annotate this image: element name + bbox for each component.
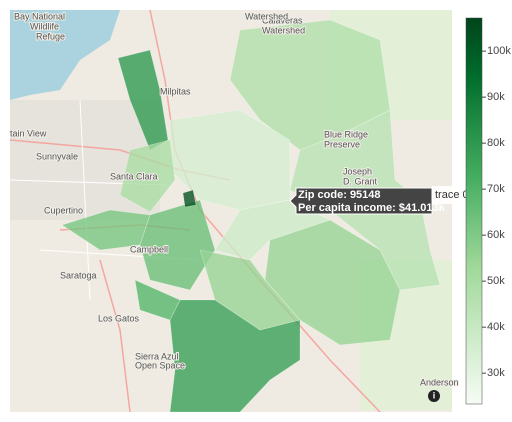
place-label: Open Space <box>135 360 185 370</box>
place-label: Watershed <box>262 25 305 35</box>
place-label: Cupertino <box>44 205 83 215</box>
hover-line: Zip code: 95148 <box>298 189 381 201</box>
place-label: Refuge <box>36 31 65 41</box>
colorbar-tick-label: 30k <box>487 367 505 379</box>
colorbar-tick-label: 50k <box>487 275 505 287</box>
svg-text:i: i <box>433 390 436 400</box>
place-label: Campbell <box>130 244 168 254</box>
colorbar-tick-label: 60k <box>487 229 505 241</box>
hover-line: Per capita income: $41.013k <box>298 202 446 214</box>
zip-region <box>182 189 197 208</box>
colorbar-tick-label: 90k <box>487 91 505 103</box>
place-label: Joseph <box>343 166 372 176</box>
place-label: Sunnyvale <box>36 151 78 161</box>
place-label: Wildlife <box>30 21 59 31</box>
place-label: Milpitas <box>160 86 191 96</box>
zip-region <box>169 299 301 412</box>
place-label: Santa Clara <box>110 171 158 181</box>
trace-name: trace 0 <box>435 189 469 201</box>
place-label: Bay National <box>14 11 65 21</box>
place-label: Blue Ridge <box>324 129 368 139</box>
zip-region <box>117 49 169 151</box>
place-label: Sierra Azul <box>135 351 179 361</box>
colorbar-tick-label: 40k <box>487 321 505 333</box>
colorbar-tick-label: 100k <box>487 45 511 57</box>
hover-tooltip: Zip code: 95148 Per capita income: $41.0… <box>289 186 470 215</box>
regions <box>61 19 441 412</box>
place-label: Watershed <box>245 11 288 21</box>
zip-region <box>119 139 176 213</box>
zip-region <box>134 279 181 321</box>
zip-region <box>139 199 216 291</box>
place-label: Calaveras <box>262 15 303 25</box>
info-icon[interactable]: i <box>428 390 440 402</box>
place-label: Saratoga <box>60 270 97 280</box>
place-label: D. Grant <box>343 176 378 186</box>
colorbar <box>465 17 483 405</box>
place-label: tain View <box>10 128 47 138</box>
place-label: Preserve <box>324 139 360 149</box>
colorbar-tick-label: 80k <box>487 137 505 149</box>
colorbar-tick-label: 70k <box>487 183 505 195</box>
place-label: Los Gatos <box>98 313 140 323</box>
place-label: Anderson <box>420 377 459 387</box>
